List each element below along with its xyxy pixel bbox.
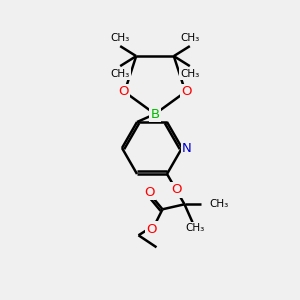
Text: O: O bbox=[171, 183, 182, 196]
Text: CH₃: CH₃ bbox=[180, 33, 200, 43]
Text: CH₃: CH₃ bbox=[209, 199, 229, 209]
Text: CH₃: CH₃ bbox=[185, 223, 204, 233]
Text: N: N bbox=[182, 142, 192, 154]
Text: CH₃: CH₃ bbox=[111, 33, 130, 43]
Text: O: O bbox=[144, 186, 155, 199]
Text: O: O bbox=[118, 85, 129, 98]
Text: O: O bbox=[146, 223, 157, 236]
Text: CH₃: CH₃ bbox=[180, 69, 200, 79]
Text: O: O bbox=[181, 85, 192, 98]
Text: CH₃: CH₃ bbox=[111, 69, 130, 79]
Text: B: B bbox=[150, 107, 160, 121]
